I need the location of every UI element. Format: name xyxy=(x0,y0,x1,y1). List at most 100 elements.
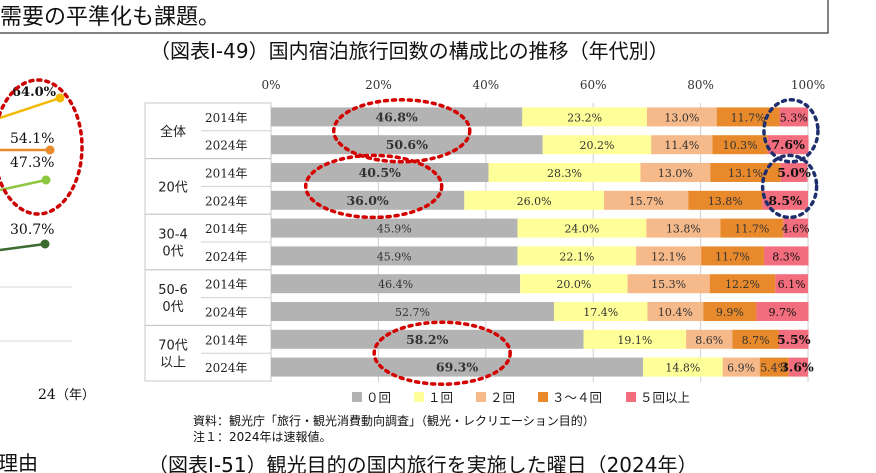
bar-segment xyxy=(722,357,760,377)
x-tick-label: 60% xyxy=(580,78,607,92)
bar-data-label: 14.8% xyxy=(665,362,700,375)
bar-data-label: 11.7% xyxy=(715,250,750,263)
bar-segment xyxy=(732,329,780,349)
bar-data-label: 24.0% xyxy=(564,223,599,236)
bar-segment xyxy=(520,274,628,294)
highlight-ellipse xyxy=(332,98,472,164)
bar-segment xyxy=(271,246,518,266)
left-series-point-1 xyxy=(55,93,65,103)
year-label: 2024年 xyxy=(205,306,248,320)
bar-data-label: 22.1% xyxy=(559,250,594,263)
bar-data-label: 6.9% xyxy=(727,362,755,375)
bottom-left-text: 理由 xyxy=(0,451,38,473)
chart-title: （図表Ⅰ-49）国内宿泊旅行回数の構成比の推移（年代別） xyxy=(150,39,669,63)
bar-segment xyxy=(720,218,784,238)
highlight-ellipse xyxy=(372,320,512,386)
bar-data-label: 7.6% xyxy=(771,137,805,152)
year-label: 2014年 xyxy=(205,222,248,236)
bar-data-label: 3.6% xyxy=(780,360,814,375)
left-line-chart-fragment: 64.0% 54.1% 47.3% 30.7% 24 （年） xyxy=(0,78,95,403)
bar-data-label: 11.7% xyxy=(731,111,766,124)
bar-data-label: 11.4% xyxy=(664,139,699,152)
bar-segment xyxy=(646,218,721,238)
legend-label: ３～４回 xyxy=(552,390,602,405)
bar-data-label: 13.8% xyxy=(708,195,743,208)
bar-data-label: 8.5% xyxy=(768,193,802,208)
x-axis-ticks: 0% 20% 40% 60% 80% 100% xyxy=(261,78,825,92)
group-label: 以上 xyxy=(160,356,186,371)
bar-data-label: 8.6% xyxy=(695,334,723,347)
note-1: 注１：2024年は速報値。 xyxy=(193,429,332,444)
bar-data-label: 12.2% xyxy=(725,278,760,291)
group-label: 50-6 xyxy=(158,283,188,298)
top-banner-box xyxy=(0,0,829,34)
bar-data-label: 6.1% xyxy=(778,278,806,291)
bar-data-label: 26.0% xyxy=(517,195,552,208)
bar-data-label: 45.9% xyxy=(377,250,412,263)
legend-label: ５回以上 xyxy=(640,390,690,405)
bar-segment xyxy=(775,274,808,294)
bar-segment xyxy=(271,329,584,349)
bar-segment xyxy=(788,357,808,377)
bar-data-label: 50.6% xyxy=(386,137,428,152)
bar-data-label: 13.0% xyxy=(664,111,699,124)
bar-segment xyxy=(767,135,809,155)
left-series-point-4 xyxy=(40,239,50,249)
legend-swatch xyxy=(414,392,424,402)
year-label: 2024年 xyxy=(205,194,248,208)
bar-segment xyxy=(701,246,764,266)
highlight-ellipse xyxy=(760,153,819,220)
bar-data-label: 12.1% xyxy=(651,250,686,263)
bar-segment xyxy=(647,302,704,321)
bar-segment xyxy=(271,274,521,294)
left-series-line-1 xyxy=(0,96,61,120)
legend-swatch xyxy=(476,392,486,402)
year-label: 2024年 xyxy=(205,361,248,375)
bar-data-label: 9.9% xyxy=(716,306,744,319)
bar-segment xyxy=(651,135,713,155)
bar-data-label: 11.7% xyxy=(734,223,769,236)
bar-data-label: 52.7% xyxy=(395,306,430,319)
legend-label: ２回 xyxy=(490,390,515,405)
x-tick-label: 100% xyxy=(791,78,825,92)
bar-data-label: 19.1% xyxy=(617,334,652,347)
bar-data-label: 8.7% xyxy=(742,334,770,347)
bar-data-label: 13.8% xyxy=(666,223,701,236)
legend-swatch xyxy=(538,392,548,402)
bar-segment xyxy=(464,190,604,210)
group-label: 0代 xyxy=(162,245,183,260)
bar-segment xyxy=(703,302,757,321)
bar-segment xyxy=(759,357,789,377)
bar-segment xyxy=(640,163,711,182)
year-label: 2014年 xyxy=(205,278,248,292)
bar-segment xyxy=(271,218,518,238)
chart-legend: ０回 １回 ２回 ３～４回 ５回以上 xyxy=(352,390,690,405)
bar-segment xyxy=(783,218,808,238)
bar-segment xyxy=(636,246,702,266)
bar-segment xyxy=(542,135,652,155)
left-series-line-4 xyxy=(0,242,46,252)
bar-segment xyxy=(780,163,808,182)
x-tick-label: 0% xyxy=(261,78,280,92)
bar-data-label: 58.2% xyxy=(406,332,448,347)
bar-segment xyxy=(583,329,687,349)
left-x-tick: 24 xyxy=(38,387,56,403)
left-series-point-3 xyxy=(41,175,51,185)
bar-data-label: 20.0% xyxy=(556,278,591,291)
left-x-unit: （年） xyxy=(56,388,95,403)
bar-segment xyxy=(271,135,543,155)
bar-data-label: 46.8% xyxy=(375,109,417,124)
stacked-bars xyxy=(271,107,809,377)
left-highlight-ellipse xyxy=(0,78,84,216)
bar-segment xyxy=(762,190,808,210)
year-label: 2024年 xyxy=(205,139,248,153)
legend-swatch xyxy=(352,392,362,402)
bar-data-label: 40.5% xyxy=(359,165,401,180)
x-tick-label: 80% xyxy=(687,78,714,92)
bar-data-label: 4.6% xyxy=(782,223,810,236)
bar-data-label: 15.7% xyxy=(629,195,664,208)
x-tick-label: 40% xyxy=(472,78,499,92)
left-label-2: 54.1% xyxy=(10,131,54,147)
bar-data-label: 69.3% xyxy=(436,360,478,375)
